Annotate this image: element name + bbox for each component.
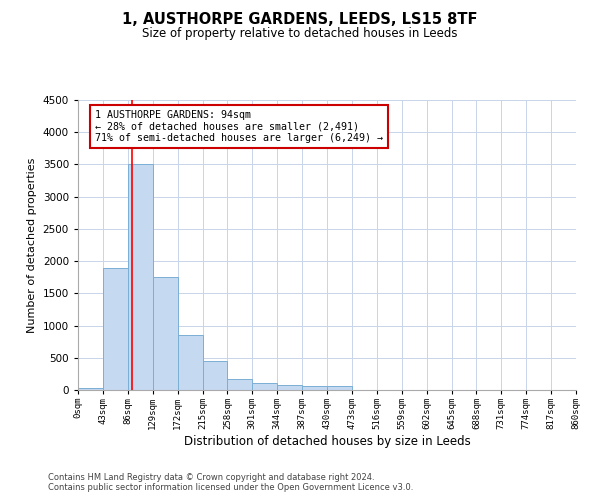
X-axis label: Distribution of detached houses by size in Leeds: Distribution of detached houses by size … bbox=[184, 434, 470, 448]
Bar bbox=[277, 385, 302, 390]
Bar bbox=[152, 277, 178, 390]
Bar bbox=[327, 386, 352, 390]
Bar bbox=[252, 383, 277, 390]
Text: Contains HM Land Registry data © Crown copyright and database right 2024.: Contains HM Land Registry data © Crown c… bbox=[48, 474, 374, 482]
Bar bbox=[103, 268, 128, 390]
Text: Contains public sector information licensed under the Open Government Licence v3: Contains public sector information licen… bbox=[48, 484, 413, 492]
Bar bbox=[227, 379, 253, 390]
Text: Size of property relative to detached houses in Leeds: Size of property relative to detached ho… bbox=[142, 28, 458, 40]
Y-axis label: Number of detached properties: Number of detached properties bbox=[27, 158, 37, 332]
Bar bbox=[302, 386, 327, 390]
Text: 1, AUSTHORPE GARDENS, LEEDS, LS15 8TF: 1, AUSTHORPE GARDENS, LEEDS, LS15 8TF bbox=[122, 12, 478, 28]
Bar bbox=[78, 388, 103, 390]
Bar bbox=[203, 361, 227, 390]
Text: 1 AUSTHORPE GARDENS: 94sqm
← 28% of detached houses are smaller (2,491)
71% of s: 1 AUSTHORPE GARDENS: 94sqm ← 28% of deta… bbox=[95, 110, 383, 143]
Bar bbox=[178, 335, 203, 390]
Bar bbox=[128, 164, 152, 390]
